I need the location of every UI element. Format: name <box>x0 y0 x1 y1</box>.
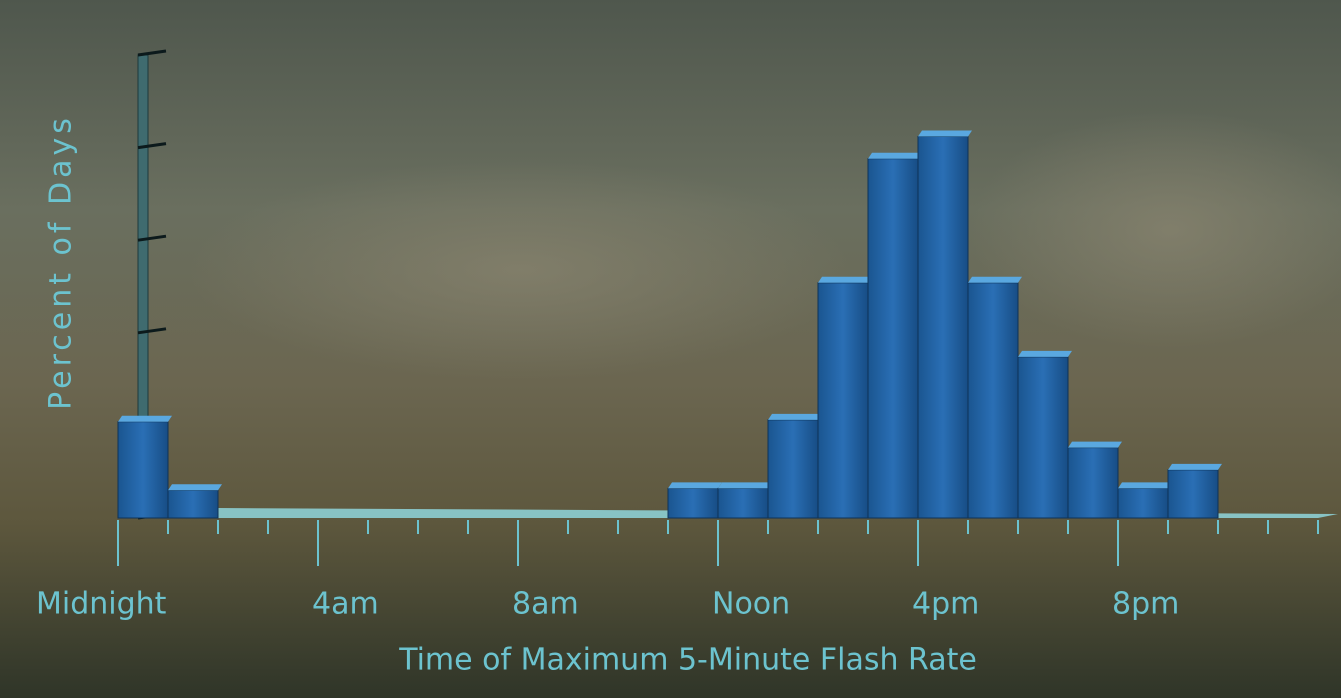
bar-top <box>1168 464 1222 470</box>
bar <box>1068 448 1118 518</box>
bar-group <box>118 416 172 518</box>
bar <box>1018 357 1068 518</box>
bar-top <box>118 416 172 422</box>
bar-group <box>1068 442 1122 518</box>
bar-top <box>718 482 772 488</box>
bar <box>768 420 818 518</box>
bar <box>918 136 968 518</box>
bar-top <box>768 414 822 420</box>
bar <box>668 488 718 518</box>
bar-top <box>968 277 1022 283</box>
bar-top <box>168 484 222 490</box>
bar <box>868 159 918 518</box>
bar-top <box>1018 351 1072 357</box>
bar-group <box>668 482 722 518</box>
y-axis-label: Percent of Days <box>44 114 79 410</box>
bar-group <box>868 153 922 518</box>
bar-group <box>968 277 1022 518</box>
x-tick-label: 4pm <box>912 587 979 622</box>
bar-group <box>1018 351 1072 518</box>
background-mountain <box>190 160 850 380</box>
bar-group <box>1118 482 1172 518</box>
bar-top <box>1118 482 1172 488</box>
bar-group <box>718 482 772 518</box>
bar <box>168 490 218 518</box>
x-tick-label: 4am <box>312 587 379 622</box>
bar-group <box>168 484 222 518</box>
bar <box>718 488 768 518</box>
bar-top <box>668 482 722 488</box>
x-axis-label: Time of Maximum 5-Minute Flash Rate <box>398 643 977 678</box>
bar-top <box>818 277 872 283</box>
x-tick-label: Midnight <box>36 587 167 622</box>
bar <box>1168 470 1218 518</box>
x-tick-label: 8pm <box>1112 587 1179 622</box>
x-tick-label: Noon <box>712 587 790 622</box>
bar-top <box>918 130 972 136</box>
x-tick-label: 8am <box>512 587 579 622</box>
bar-top <box>868 153 922 159</box>
bar <box>818 283 868 518</box>
bar-top <box>1068 442 1122 448</box>
bar <box>118 422 168 518</box>
bar-group <box>918 130 972 518</box>
bar-group <box>768 414 822 518</box>
chart: Percent of Days Time of Maximum 5-Minute… <box>0 0 1341 698</box>
bar <box>1118 488 1168 518</box>
bar-group <box>1168 464 1222 518</box>
bar <box>968 283 1018 518</box>
page: {"chart_data": { "type": "histogram", "y… <box>0 0 1341 698</box>
bar-group <box>818 277 872 518</box>
